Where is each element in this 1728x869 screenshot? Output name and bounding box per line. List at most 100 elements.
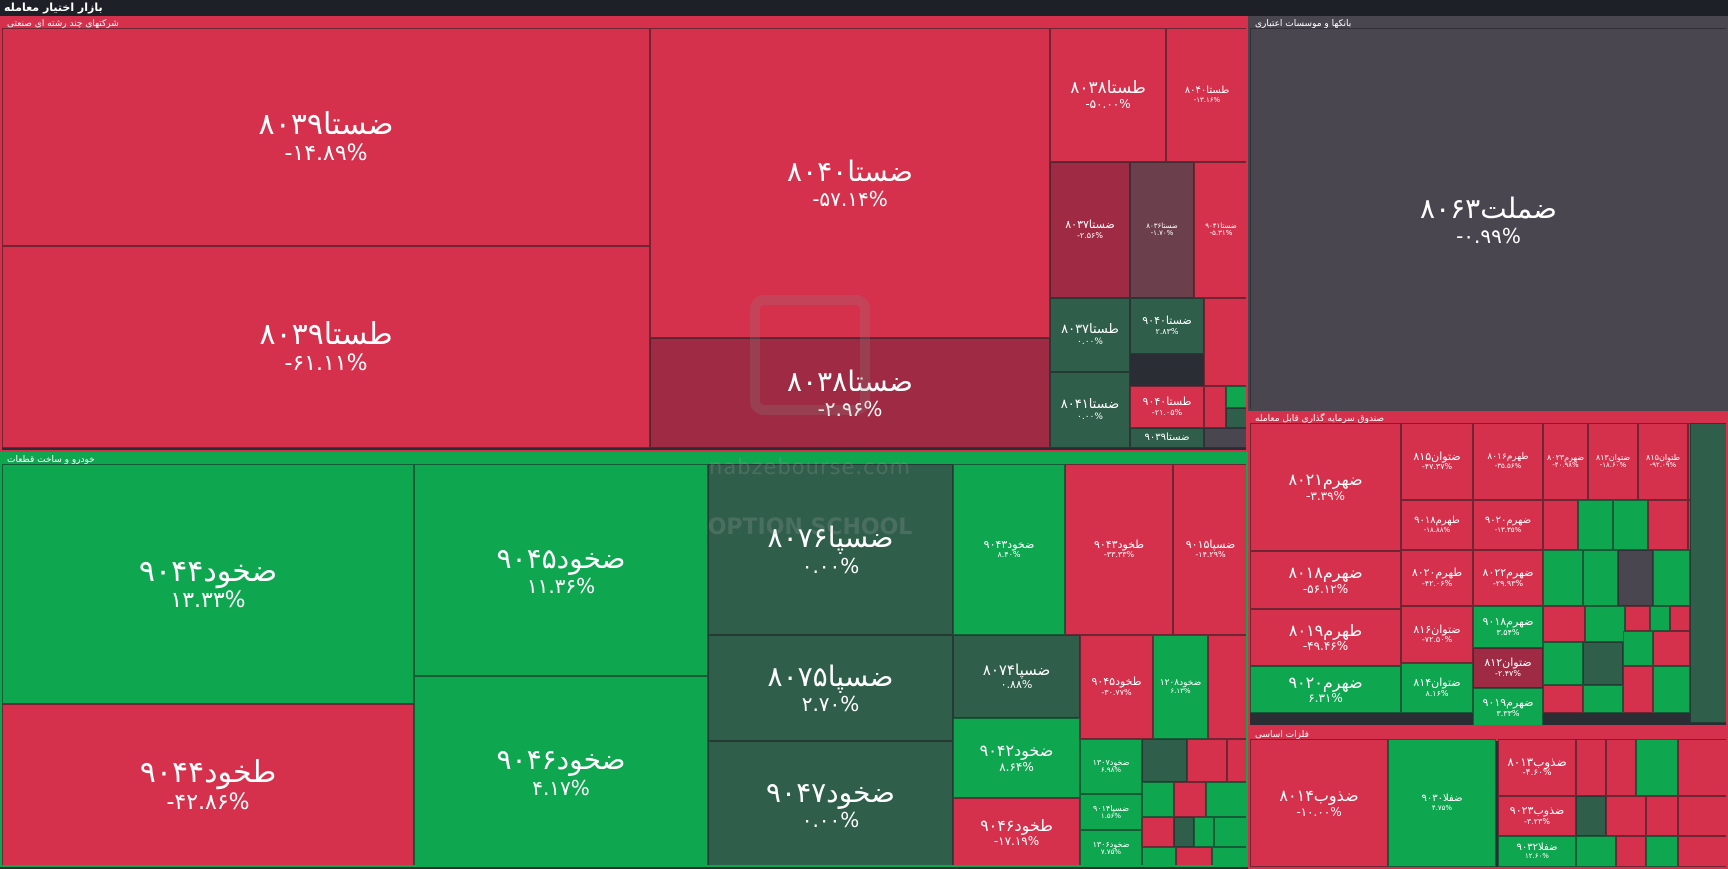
tile[interactable]: ضخود۹۰۴۵ ۱۱.۳۶% <box>414 464 708 676</box>
tile[interactable]: طستا۸۰۳۹ -۶۱.۱۱% <box>2 246 650 448</box>
small-tile[interactable] <box>1636 739 1678 796</box>
tile[interactable]: ضسپا۸۰۷۶ ۰.۰۰% <box>708 464 953 635</box>
small-tile[interactable] <box>1670 606 1690 631</box>
small-tile[interactable] <box>1650 606 1670 631</box>
small-tile[interactable] <box>1606 796 1646 836</box>
tile[interactable]: ضخود۱۳۰۷ ۶.۹۸% <box>1080 739 1142 794</box>
small-tile[interactable] <box>1576 836 1616 867</box>
small-tile[interactable] <box>1142 847 1176 865</box>
small-tile[interactable] <box>1616 836 1646 867</box>
tile[interactable]: ضخود۹۰۴۳ ۸.۴۰% <box>953 464 1065 635</box>
tile[interactable]: ضستا۸۰۳۶ -۱.۷۰% <box>1130 162 1194 298</box>
tile[interactable]: ضهرم۹۰۱۸ ۳.۵۴% <box>1473 606 1543 648</box>
tile[interactable]: طستا۸۰۳۸ -۵۰.۰۰% <box>1050 28 1166 162</box>
small-tile[interactable] <box>1583 685 1623 713</box>
tile[interactable]: طخود۹۰۴۳ -۳۳.۳۳% <box>1065 464 1173 635</box>
small-tile[interactable] <box>1625 606 1650 631</box>
small-tile[interactable] <box>1187 739 1227 782</box>
small-tile[interactable] <box>1653 550 1690 606</box>
small-tile[interactable] <box>1576 739 1606 796</box>
small-tile[interactable] <box>1543 550 1583 606</box>
small-tile[interactable] <box>1613 500 1648 550</box>
small-tile[interactable] <box>1212 847 1246 865</box>
tile[interactable]: ضذوب۹۰۲۳ -۳.۲۳% <box>1498 796 1576 836</box>
tile[interactable]: ضفلا۹۰۳۲ ۱۲.۶۰% <box>1498 836 1576 867</box>
tile[interactable]: طهرم۸۰۱۶ -۳۵.۵۶% <box>1473 423 1543 500</box>
small-tile[interactable] <box>1226 408 1246 428</box>
tile[interactable]: ضخود۹۰۴۶ ۴.۱۷% <box>414 676 708 865</box>
small-tile[interactable] <box>1618 550 1653 606</box>
small-tile[interactable] <box>1653 631 1690 666</box>
tile[interactable]: ضخود۹۰۴۴ ۱۳.۳۳% <box>2 464 414 704</box>
tile[interactable]: طتوان۸۱۵ -۹۲.۰۹% <box>1638 423 1688 500</box>
tile[interactable]: ضستا۸۰۳۹ -۱۴.۸۹% <box>2 28 650 246</box>
tile[interactable]: ضستا۸۰۴۱ ۰.۰۰% <box>1050 372 1130 448</box>
tile[interactable]: ضستا۹۰۴۱ -۵.۳۱% <box>1194 162 1246 298</box>
tile[interactable]: ضذوب۸۰۱۳ -۴.۶۰% <box>1498 739 1576 796</box>
small-tile[interactable] <box>1227 739 1246 782</box>
small-tile[interactable] <box>1214 817 1246 847</box>
small-tile[interactable] <box>1646 796 1678 836</box>
tile[interactable]: ضذوب۸۰۱۴ -۱۰.۰۰% <box>1250 739 1388 867</box>
tile[interactable]: طخود۹۰۴۴ -۴۲.۸۶% <box>2 704 414 865</box>
tile[interactable]: ضستا۹۰۴۰ ۲.۸۳% <box>1130 298 1204 354</box>
tile[interactable]: ضستا۸۰۳۸ -۲.۹۶% <box>650 338 1050 448</box>
tile[interactable]: ضهرم۸۰۲۲ -۲۹.۹۳% <box>1473 550 1543 606</box>
tile[interactable]: ضتوان۸۱۵ -۴۷.۳۷% <box>1401 423 1473 500</box>
small-tile[interactable] <box>1543 606 1585 642</box>
tile[interactable]: ضسپا۹۰۱۵ -۱۴.۲۹% <box>1173 464 1246 635</box>
small-tile[interactable] <box>1226 386 1246 408</box>
tile[interactable]: ضستا۸۰۴۰ -۵۷.۱۴% <box>650 28 1050 338</box>
tile[interactable]: طهرم۸۰۱۹ -۴۹.۴۶% <box>1250 609 1401 666</box>
small-tile[interactable] <box>1690 423 1726 723</box>
tile[interactable]: ضخود۱۳۰۶ ۷.۷۵% <box>1080 830 1142 865</box>
tile[interactable]: طخود۹۰۴۶ -۱۷.۱۹% <box>953 798 1080 865</box>
tile[interactable]: طستا۹۰۴۰ -۲۱.۰۵% <box>1130 386 1204 428</box>
tile[interactable]: طستا۸۰۳۷ ۰.۰۰% <box>1050 298 1130 372</box>
small-tile[interactable] <box>1653 666 1690 713</box>
tile[interactable]: ضتوان۸۱۳ -۱۸.۶۰% <box>1588 423 1638 500</box>
tile[interactable]: ضهرم۸۰۲۳ -۴۰.۹۸% <box>1543 423 1588 500</box>
small-tile[interactable] <box>1583 550 1618 606</box>
small-tile[interactable] <box>1174 782 1206 817</box>
small-tile[interactable] <box>1623 666 1653 713</box>
small-tile[interactable] <box>1543 642 1583 685</box>
small-tile[interactable] <box>1585 606 1625 642</box>
tile[interactable]: ضسپا۸۰۷۵ ۲.۷۰% <box>708 635 953 741</box>
small-tile[interactable] <box>1206 782 1246 817</box>
tile[interactable]: ضهرم۹۰۲۰ ۶.۳۱% <box>1250 666 1401 713</box>
small-tile[interactable] <box>1543 500 1578 550</box>
tile[interactable]: ضفلا۹۰۳۰ ۴.۷۵% <box>1388 739 1496 867</box>
small-tile[interactable] <box>1194 817 1214 847</box>
tile[interactable]: ضتوان۸۱۴ ۸.۱۶% <box>1401 663 1473 713</box>
small-tile[interactable] <box>1204 428 1246 448</box>
small-tile[interactable] <box>1142 817 1174 847</box>
small-tile[interactable] <box>1174 817 1194 847</box>
small-tile[interactable] <box>1678 836 1726 867</box>
tile[interactable]: ضتوان۸۱۲ -۲.۴۷% <box>1473 648 1543 688</box>
tile[interactable]: ضهرم۸۰۱۸ -۵۶.۱۲% <box>1250 551 1401 609</box>
small-tile[interactable] <box>1648 500 1688 550</box>
small-tile[interactable] <box>1623 631 1653 666</box>
tile[interactable]: طهرم۹۰۱۸ -۱۸.۸۸% <box>1401 500 1473 550</box>
tile[interactable]: ضسپا۹۰۱۴ ۱.۵۶% <box>1080 794 1142 830</box>
small-tile[interactable] <box>1142 782 1174 817</box>
small-tile[interactable] <box>1576 796 1606 836</box>
tile[interactable]: ضهرم۹۰۱۹ ۳.۳۳% <box>1473 688 1543 725</box>
small-tile[interactable] <box>1208 635 1246 739</box>
tile[interactable]: ضخود۹۰۴۲ ۸.۶۴% <box>953 718 1080 798</box>
tile[interactable]: ضهرم۹۰۲۰ -۱۳.۳۵% <box>1473 500 1543 550</box>
tile[interactable]: ضستا۹۰۳۹ <box>1130 428 1204 448</box>
small-tile[interactable] <box>1678 796 1726 836</box>
tile[interactable]: ضتوان۸۱۶ -۷۲.۵۰% <box>1401 606 1473 663</box>
small-tile[interactable] <box>1606 739 1636 796</box>
tile[interactable]: ضستا۸۰۳۷ -۲.۵۶% <box>1050 162 1130 298</box>
tile[interactable]: طستا۸۰۴۰ -۱۳.۱۶% <box>1166 28 1246 162</box>
tile[interactable]: طهرم۸۰۲۰ -۴۲.۰۶% <box>1401 550 1473 606</box>
tile[interactable]: طخود۹۰۴۵ -۳۰.۷۷% <box>1080 635 1153 739</box>
small-tile[interactable] <box>1204 298 1246 386</box>
tile[interactable]: ضخود۱۲۰۸ ۶.۱۳% <box>1153 635 1208 739</box>
small-tile[interactable] <box>1646 836 1678 867</box>
small-tile[interactable] <box>1142 739 1187 782</box>
tile[interactable]: ضخود۹۰۴۷ ۰.۰۰% <box>708 741 953 865</box>
